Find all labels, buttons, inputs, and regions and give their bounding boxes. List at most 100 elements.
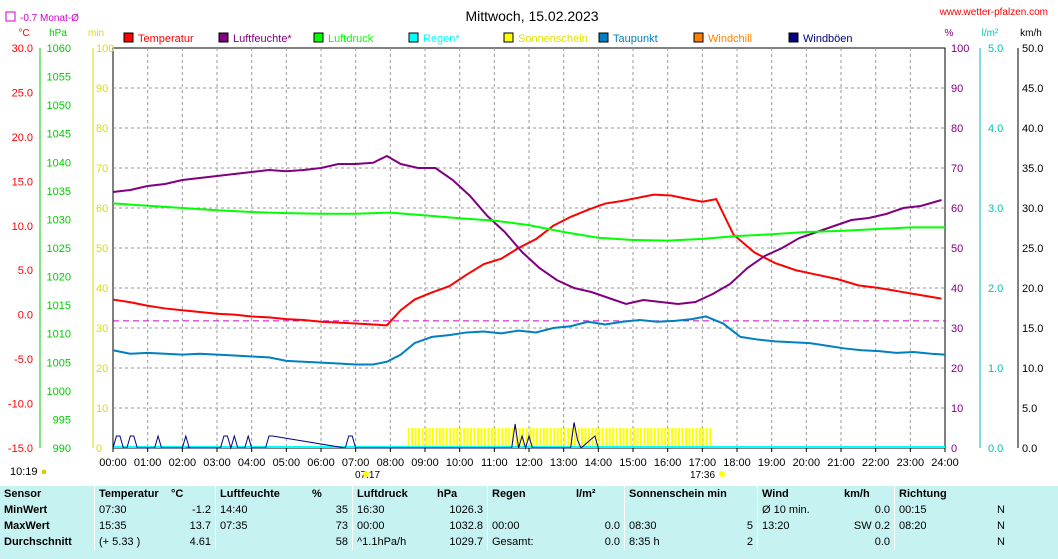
sunshine-bar (695, 428, 698, 448)
y-tick-label-rain: 0.0 (988, 443, 1003, 455)
sunshine-bar (574, 428, 577, 448)
sunshine-bar (452, 428, 455, 448)
stats-cell: 07:30 (94, 502, 167, 518)
sunshine-bar (584, 428, 587, 448)
sunshine-bar (477, 428, 479, 448)
sunshine-bar (639, 428, 642, 448)
x-tick-label: 15:00 (619, 457, 647, 469)
sunshine-bar (535, 428, 538, 448)
y-tick-label-pressure: 1050 (47, 100, 71, 112)
sunshine-bar (563, 428, 566, 448)
y-tick-label-temp: 30.0 (12, 43, 33, 55)
sunshine-bar (553, 428, 556, 448)
y-tick-label-pressure: 995 (53, 414, 71, 426)
y-tick-label-pressure: 1020 (47, 272, 71, 284)
y-tick-label-rain: 4.0 (988, 123, 1003, 135)
sun-times: 07:17 17:36 (355, 470, 725, 481)
sunshine-bar (525, 428, 528, 448)
stats-cell: ^1.1hPa/h (352, 534, 433, 550)
y-tick-label-humidity: 20 (951, 363, 963, 375)
sunshine-bar (629, 428, 632, 448)
sunshine-bar (643, 428, 646, 448)
sunshine-bar (549, 428, 552, 448)
stats-header-cell: Sonnenschein min (624, 486, 733, 502)
y-tick-label-rain: 2.0 (988, 283, 1003, 295)
legend-swatch (123, 32, 134, 43)
y-tick-label-pressure: 1025 (47, 243, 71, 255)
stats-header-cell (993, 486, 1021, 502)
y-tick-label-humidity: 80 (951, 123, 963, 135)
y-tick-label-sun: 30 (96, 323, 108, 335)
y-tick-label-humidity: 50 (951, 243, 963, 255)
y-tick-label-rain: 1.0 (988, 363, 1003, 375)
sunshine-bar (473, 428, 476, 448)
stats-cell: 4.61 (189, 536, 211, 548)
site-url[interactable]: www.wetter-pfalzen.com (939, 7, 1048, 18)
stats-cell: Gesamt: (487, 534, 572, 550)
sunshine-bar (702, 428, 705, 448)
sunshine-bar (483, 428, 486, 448)
sunshine-bar (497, 428, 500, 448)
series-line-luftfeuchte (112, 154, 942, 306)
legend-label: Sonnenschein (518, 33, 588, 45)
stats-cell: 07:35 (215, 518, 308, 534)
sunshine-bar (445, 428, 448, 448)
stats-cell: 13.7 (189, 520, 211, 532)
y-tick-label-sun: 80 (96, 123, 108, 135)
sunshine-bar (470, 428, 473, 448)
sun-icon: ● (40, 466, 48, 478)
sunshine-bar (671, 428, 674, 448)
stats-cell: 15:35 (94, 518, 167, 534)
sunshine-bar (681, 428, 684, 448)
sunshine-bar (685, 428, 687, 448)
stats-cell (215, 534, 308, 550)
sunshine-bar (556, 428, 559, 448)
stats-panel: Sensor Temperatur °C Luftfeuchte% Luftdruck h… (0, 486, 1058, 559)
x-tick-label: 19:00 (758, 457, 786, 469)
stats-header-cell: l/m² (576, 488, 596, 500)
y-tick-label-wind: 10.0 (1022, 363, 1043, 375)
y-tick-label-temp: -10.0 (8, 399, 33, 411)
stats-row: MaxWert 15:35 13.7 07:35 73 00:00 1032.8 00:00 0… (0, 518, 1021, 534)
y-tick-label-wind: 35.0 (1022, 163, 1043, 175)
x-tick-label: 04:00 (238, 457, 266, 469)
legend-swatch (408, 32, 419, 43)
y-tick-label-sun: 100 (96, 43, 114, 55)
sunshine-bar (633, 428, 635, 448)
sunshine-bar (612, 428, 615, 448)
sunshine-bar (411, 428, 414, 448)
clock-label: 10:19 ● (10, 466, 47, 478)
y-tick-label-wind: 50.0 (1022, 43, 1043, 55)
x-tick-label: 13:00 (550, 457, 578, 469)
stats-table: Sensor Temperatur °C Luftfeuchte% Luftdruck h… (0, 486, 1021, 550)
sunshine-bar (698, 428, 701, 448)
sunshine-bar (667, 428, 670, 448)
x-axis: 00:00 01:00 02:00 03:00 04:00 05:00 06:00 07:00… (99, 448, 959, 469)
stats-header-cell: Regen (487, 486, 572, 502)
unit-percent: % (945, 28, 954, 39)
legend-label: Windböen (803, 33, 853, 45)
sunshine-bar (653, 428, 656, 448)
sunshine-bar (636, 428, 639, 448)
stats-cell: N (997, 536, 1005, 548)
sunshine-bar (615, 428, 618, 448)
sunshine-bar (459, 428, 462, 448)
unit-wind: km/h (1020, 28, 1042, 39)
sunshine-bar (435, 428, 438, 448)
chart-title: Mittwoch, 15.02.2023 (465, 8, 598, 24)
stats-cell: 0.0 (604, 536, 620, 548)
y-tick-label-humidity: 60 (951, 203, 963, 215)
y-tick-label-rain: 5.0 (988, 43, 1003, 55)
y-tick-label-pressure: 1040 (47, 157, 71, 169)
y-tick-label-sun: 40 (96, 283, 108, 295)
unit-temp: °C (18, 28, 29, 39)
sunshine-bar (598, 428, 601, 448)
y-tick-label-sun: 90 (96, 83, 108, 95)
legend: Temperatur Luftfeuchte* Luftdruck Regen* Son… (123, 32, 853, 45)
y-tick-label-pressure: 1000 (47, 386, 71, 398)
y-tick-label-humidity: 70 (951, 163, 963, 175)
sunshine-bar (601, 428, 604, 448)
y-tick-label-wind: 15.0 (1022, 323, 1043, 335)
legend-label: Temperatur (138, 33, 194, 45)
x-tick-label: 14:00 (585, 457, 613, 469)
